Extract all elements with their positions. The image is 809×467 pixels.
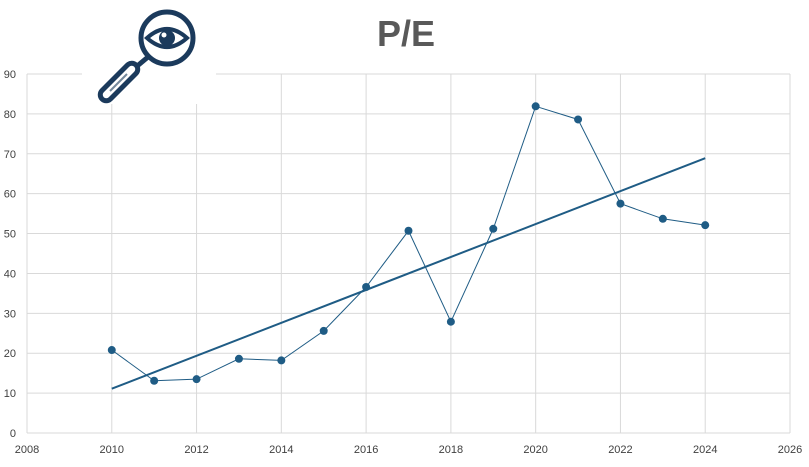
data-points	[107, 102, 710, 385]
y-tick-label: 20	[4, 348, 16, 360]
x-tick-label: 2008	[15, 444, 39, 456]
x-tick-label: 2024	[693, 444, 717, 456]
y-tick-label: 50	[4, 229, 16, 241]
x-tick-label: 2010	[100, 444, 124, 456]
y-axis-tick-labels: 0 10 20 30 40 50 60 70 80 90	[4, 69, 16, 440]
data-point	[362, 283, 371, 292]
data-point	[234, 354, 243, 363]
y-tick-label: 80	[4, 109, 16, 121]
data-point	[616, 199, 625, 208]
y-tick-label: 90	[4, 69, 16, 81]
y-tick-label: 0	[10, 428, 16, 440]
y-tick-label: 60	[4, 189, 16, 201]
magnifying-glass-eye-icon	[97, 9, 196, 104]
data-point	[277, 356, 286, 365]
data-point	[489, 224, 498, 233]
y-tick-label: 10	[4, 388, 16, 400]
x-tick-label: 2014	[269, 444, 293, 456]
x-tick-label: 2026	[778, 444, 802, 456]
x-tick-label: 2016	[354, 444, 378, 456]
series-line	[111, 105, 706, 382]
data-point	[658, 214, 667, 223]
data-point	[446, 317, 455, 326]
x-tick-label: 2020	[523, 444, 547, 456]
data-point	[107, 346, 116, 355]
horizontal-gridlines	[27, 73, 790, 434]
data-point	[531, 102, 540, 111]
y-tick-label: 40	[4, 268, 16, 280]
data-point	[404, 226, 413, 235]
data-point	[150, 376, 159, 385]
data-point	[319, 326, 328, 335]
x-tick-label: 2022	[608, 444, 632, 456]
trendline	[111, 157, 706, 390]
data-point	[701, 221, 710, 230]
y-tick-label: 30	[4, 308, 16, 320]
vertical-gridlines	[26, 74, 791, 433]
chart-title: P/E	[377, 13, 435, 54]
x-tick-label: 2018	[439, 444, 463, 456]
data-point	[574, 115, 583, 124]
x-axis-tick-labels: 2008 2010 2012 2014 2016 2018 2020 2022 2024 2026	[15, 444, 802, 456]
data-point	[192, 375, 201, 384]
x-tick-label: 2012	[184, 444, 208, 456]
y-tick-label: 70	[4, 149, 16, 161]
